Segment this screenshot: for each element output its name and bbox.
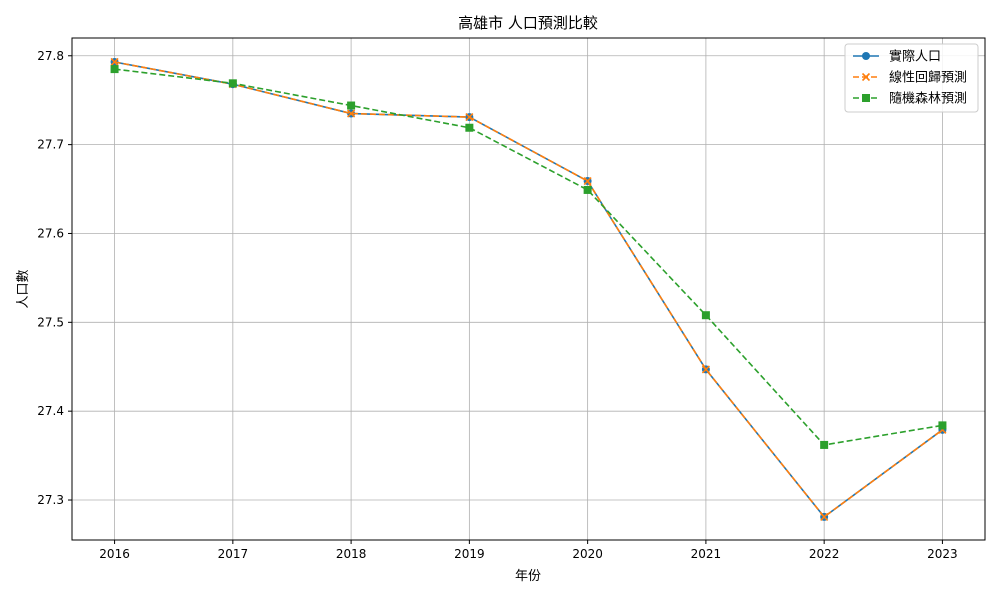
y-tick-label: 27.5 [37, 315, 64, 329]
series-line [114, 61, 943, 518]
x-tick-label: 2020 [572, 547, 603, 561]
ticks: 2016 2017 2018 2019 2020 2021 2022 2023 27.3 27.4… [37, 49, 957, 561]
series-line [114, 68, 943, 446]
x-tick-label: 2017 [218, 547, 249, 561]
data-point [110, 65, 119, 74]
legend-entry: 實際人口 [853, 49, 941, 65]
x-tick-label: 2022 [809, 547, 840, 561]
x-marker-stroke [701, 365, 710, 374]
legend-label: 實際人口 [889, 49, 941, 65]
data-point [701, 311, 710, 320]
grid [72, 38, 985, 540]
x-marker-stroke [347, 109, 356, 118]
legend-marker [862, 94, 870, 102]
x-marker-stroke [583, 176, 592, 186]
x-tick-label: 2021 [691, 547, 722, 561]
data-point [465, 123, 474, 132]
x-tick-label: 2016 [99, 547, 130, 561]
y-tick-label: 27.7 [37, 138, 64, 152]
y-tick-label: 27.6 [37, 226, 64, 240]
legend-label: 隨機森林預測 [889, 92, 967, 107]
x-marker-stroke [861, 72, 871, 82]
legend-label: 線性回歸預測 [889, 70, 967, 86]
data-point [820, 440, 829, 449]
data-point [465, 113, 474, 122]
x-tick-label: 2018 [336, 547, 367, 561]
y-tick-label: 27.4 [37, 404, 64, 418]
data-point [347, 101, 356, 110]
chart-title: 高雄市 人口預測比較 [458, 14, 598, 32]
data-point [228, 79, 237, 88]
y-tick-label: 27.3 [37, 493, 64, 507]
data-point [701, 365, 710, 374]
legend-marker [862, 52, 870, 60]
y-tick-label: 27.8 [37, 49, 64, 63]
x-tick-label: 2023 [927, 547, 958, 561]
x-axis-label: 年份 [515, 569, 541, 584]
series-layer [110, 57, 947, 521]
x-marker-stroke [465, 113, 474, 122]
series-line [114, 61, 943, 518]
x-marker-stroke [820, 512, 829, 521]
data-point [347, 109, 356, 118]
series-2 [110, 57, 947, 521]
series-3 [110, 65, 947, 449]
x-tick-label: 2019 [454, 547, 485, 561]
legend-box [844, 43, 979, 113]
data-point [820, 512, 829, 521]
x-marker-stroke [110, 57, 119, 67]
legend-marker [861, 72, 871, 82]
data-point [583, 185, 592, 194]
plot-frame [71, 37, 986, 541]
y-axis-label: 人口數 [16, 269, 31, 308]
series-1 [110, 57, 947, 521]
data-point [938, 421, 947, 430]
data-point [110, 57, 119, 67]
data-point [583, 176, 592, 186]
legend-entry: 線性回歸預測 [853, 70, 967, 86]
legend-entry: 隨機森林預測 [853, 92, 967, 107]
